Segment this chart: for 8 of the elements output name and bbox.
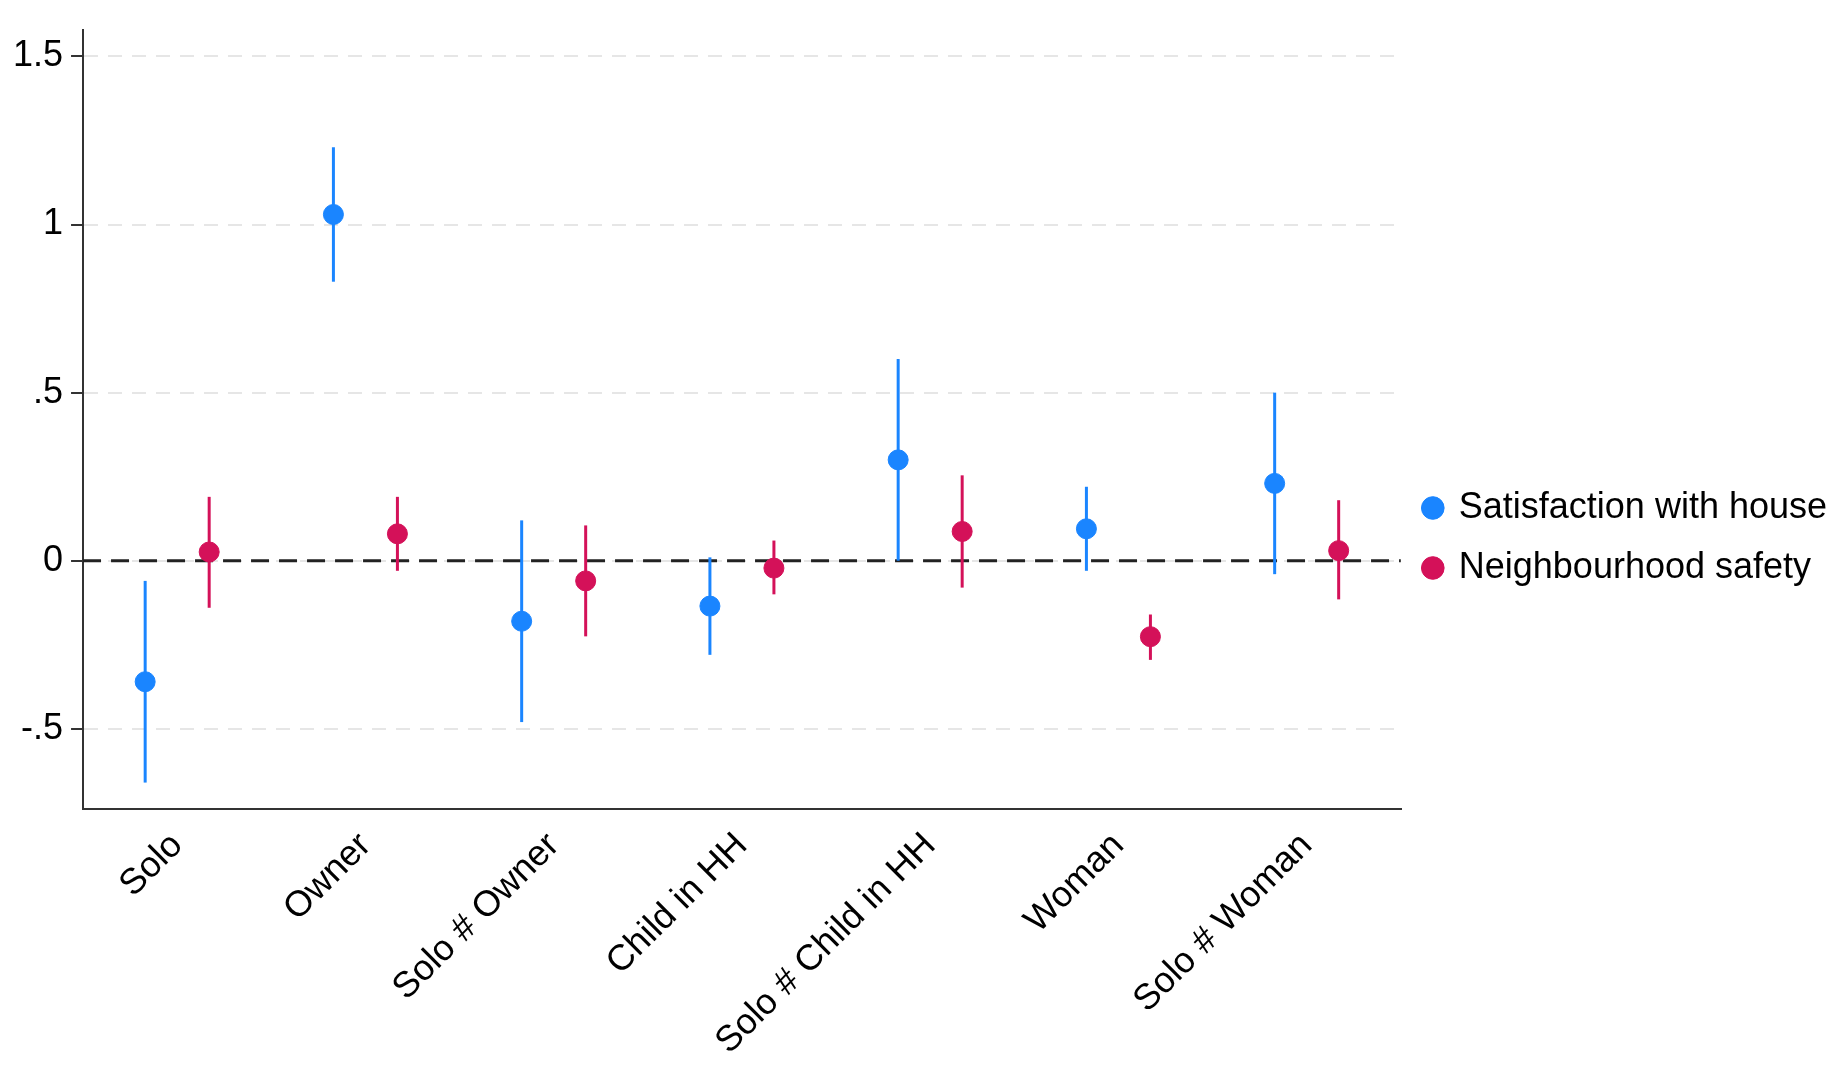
y-tick-label: -.5 [21, 705, 64, 747]
legend-label: Neighbourhood safety [1458, 544, 1812, 586]
y-tick-label: 0 [43, 537, 64, 579]
y-tick-label: .5 [33, 369, 64, 411]
x-tick-label: Solo [109, 823, 190, 904]
y-tick-label: 1 [43, 201, 64, 243]
legend-label: Satisfaction with house [1458, 484, 1828, 526]
y-tick-label: 1.5 [13, 33, 64, 75]
